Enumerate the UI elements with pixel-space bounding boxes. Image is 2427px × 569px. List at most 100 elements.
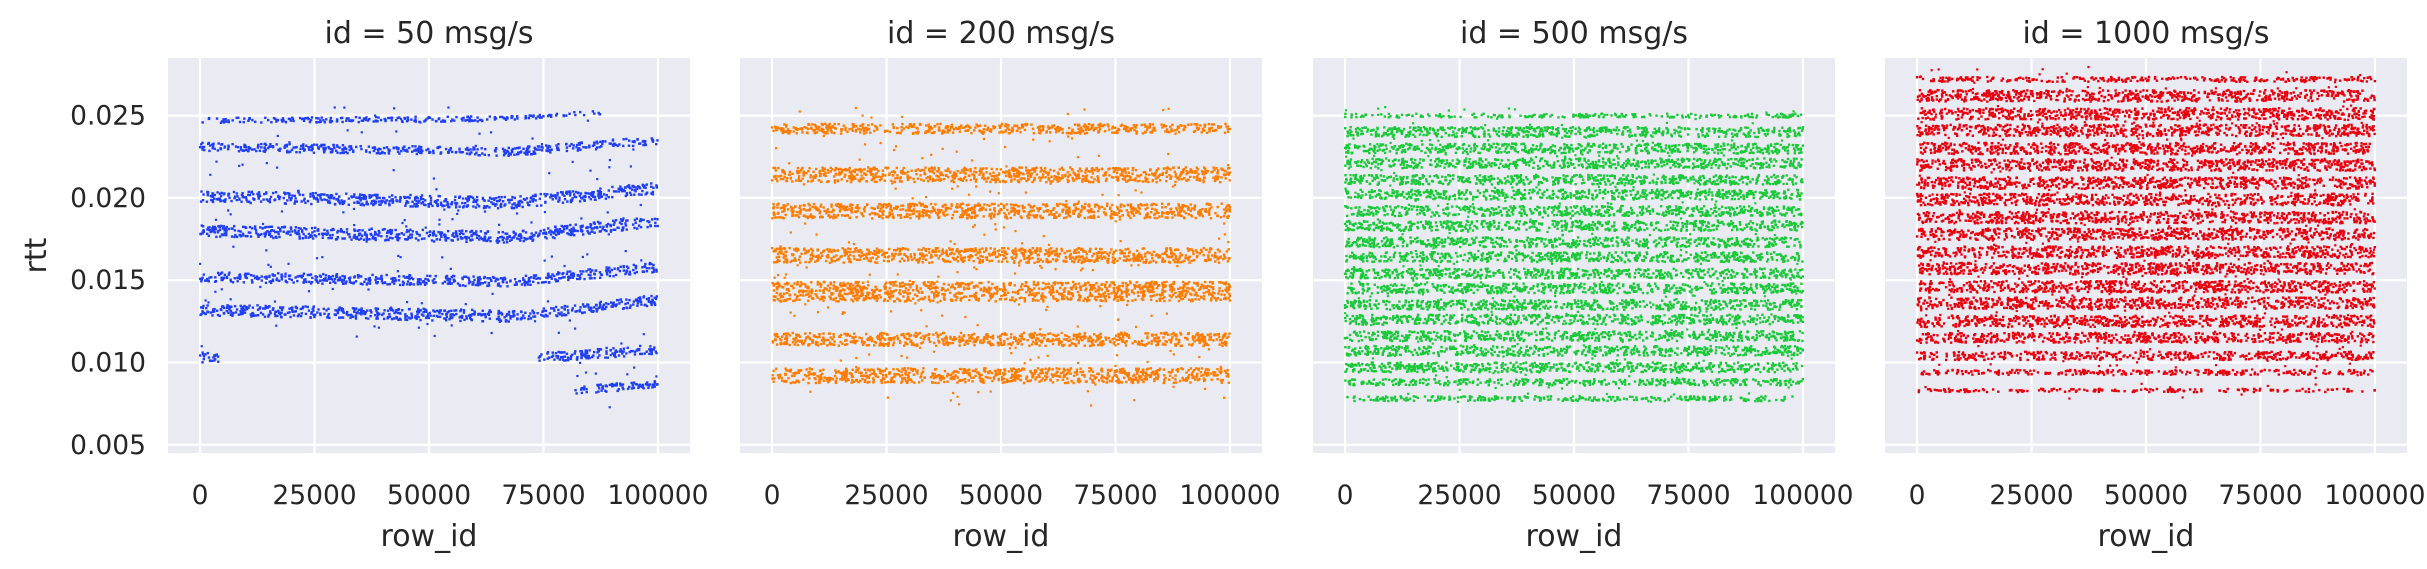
data-point — [946, 124, 949, 128]
data-point — [972, 173, 976, 177]
data-point — [618, 302, 621, 305]
data-point — [329, 119, 332, 122]
data-point — [634, 186, 637, 189]
data-point — [1032, 178, 1036, 182]
data-point — [410, 314, 414, 317]
data-point — [1216, 125, 1220, 128]
data-point — [628, 191, 632, 194]
data-point — [367, 317, 370, 320]
data-point — [645, 350, 648, 353]
data-point — [366, 119, 370, 122]
data-point — [796, 171, 799, 175]
data-point — [1086, 125, 1089, 129]
data-point — [818, 129, 821, 132]
data-point — [1069, 215, 1072, 218]
data-point — [341, 307, 345, 311]
data-point — [944, 126, 947, 129]
data-point — [371, 194, 374, 197]
data-point — [342, 147, 346, 151]
data-point — [811, 179, 815, 182]
data-point — [285, 281, 289, 284]
data-point — [499, 203, 502, 207]
data-point — [848, 128, 851, 131]
data-point — [251, 227, 254, 230]
data-point — [249, 201, 252, 205]
data-point — [1082, 125, 1086, 128]
data-point — [210, 276, 213, 279]
data-point — [426, 274, 429, 278]
data-point — [1016, 129, 1019, 133]
data-point — [409, 205, 412, 208]
data-point — [1154, 174, 1157, 177]
data-point — [901, 169, 904, 172]
data-point — [586, 253, 589, 256]
data-point — [358, 195, 361, 199]
data-point — [367, 145, 371, 148]
data-point — [813, 131, 817, 135]
data-point — [656, 218, 659, 221]
data-point — [218, 228, 222, 232]
data-point — [854, 106, 857, 110]
data-point — [829, 170, 832, 173]
data-point — [1025, 179, 1028, 183]
data-point — [222, 199, 225, 202]
data-point — [954, 126, 958, 130]
data-point — [239, 304, 242, 308]
data-point — [456, 238, 460, 241]
data-point — [295, 200, 299, 203]
data-point — [333, 106, 336, 109]
data-point — [825, 180, 829, 184]
data-point — [649, 349, 652, 353]
data-point — [642, 184, 645, 188]
data-point — [653, 346, 656, 349]
data-point — [315, 257, 319, 260]
data-point — [422, 310, 425, 314]
data-point — [480, 237, 484, 241]
data-point — [344, 150, 348, 154]
data-point — [211, 146, 214, 150]
data-point — [975, 178, 978, 181]
data-point — [944, 174, 948, 178]
data-point — [654, 297, 658, 301]
data-point — [415, 202, 419, 206]
data-point — [879, 124, 882, 127]
data-point — [614, 304, 618, 308]
data-point — [548, 312, 552, 315]
data-point — [609, 349, 612, 352]
data-point — [964, 168, 968, 172]
data-point — [932, 172, 936, 175]
data-point — [555, 273, 559, 276]
data-point — [467, 197, 470, 201]
data-point — [1067, 126, 1071, 130]
data-point — [206, 304, 209, 307]
data-point — [1216, 177, 1219, 180]
data-point — [311, 237, 315, 240]
data-point — [538, 277, 542, 280]
data-point — [426, 117, 430, 120]
data-point — [1165, 170, 1169, 173]
data-point — [1206, 169, 1209, 173]
data-point — [356, 200, 359, 203]
data-point — [651, 298, 654, 302]
data-point — [919, 169, 922, 173]
data-point — [258, 307, 261, 310]
data-point — [443, 317, 446, 320]
data-point — [781, 131, 784, 135]
data-point — [814, 173, 817, 177]
data-point — [938, 179, 941, 182]
data-point — [544, 235, 547, 239]
data-point — [1051, 213, 1054, 216]
data-point — [449, 146, 453, 150]
data-point — [655, 351, 658, 355]
data-point — [547, 227, 550, 230]
data-point — [468, 316, 472, 320]
data-point — [336, 311, 340, 315]
data-point — [382, 312, 385, 315]
data-point — [580, 272, 583, 276]
data-point — [501, 280, 505, 284]
data-point — [331, 274, 335, 278]
data-point — [549, 275, 553, 278]
data-point — [373, 146, 376, 149]
data-point — [550, 307, 553, 310]
data-point — [532, 197, 535, 201]
